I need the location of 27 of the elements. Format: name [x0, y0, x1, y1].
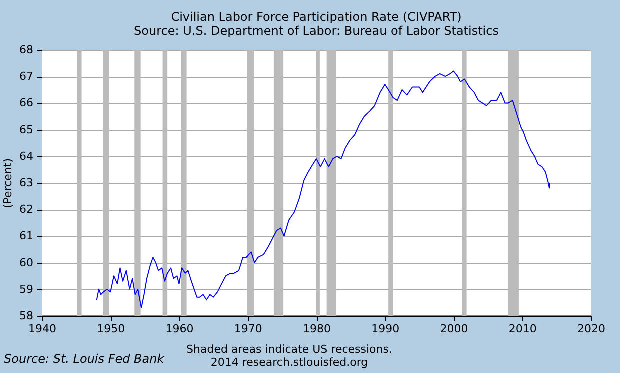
x-tick-label: 2020	[578, 322, 606, 336]
y-tick-label: 60	[20, 256, 34, 270]
y-tick-label: 62	[20, 203, 34, 216]
text: 2014 research.stlouisfed.org	[210, 356, 368, 369]
chart-subtitle: Source: U.S. Department of Labor: Bureau of Labor Statistics	[134, 24, 499, 38]
x-tick-label: 1990	[372, 322, 400, 336]
text: Shaded areas indicate US recessions.	[186, 343, 392, 356]
source-note: Source: St. Louis Fed Bank	[4, 352, 166, 366]
y-tick-label: 58	[20, 310, 34, 322]
x-tick-label: 1960	[166, 322, 194, 336]
y-tick-label: 67	[20, 70, 34, 84]
x-tick-label: 1980	[303, 322, 331, 336]
x-tick-label: 2000	[440, 322, 468, 336]
line-series	[96, 70, 550, 309]
y-tick-label: 59	[20, 282, 34, 296]
y-tick-label: 61	[20, 230, 34, 243]
x-tick-label: 1970	[234, 322, 262, 336]
chart-title: Civilian Labor Force Participation Rate (CIVPART)	[171, 10, 462, 24]
y-tick-label: 66	[20, 96, 34, 110]
y-tick-label: 68	[20, 44, 34, 56]
y-tick-label: 64	[20, 150, 34, 163]
y-tick-label: 65	[20, 123, 34, 136]
y-axis-title: (Percent)	[2, 158, 15, 208]
x-tick-label: 1940	[28, 322, 56, 336]
x-tick-label: 2010	[508, 322, 537, 336]
y-tick-label: 63	[20, 176, 34, 190]
x-tick-label: 1950	[97, 322, 126, 336]
